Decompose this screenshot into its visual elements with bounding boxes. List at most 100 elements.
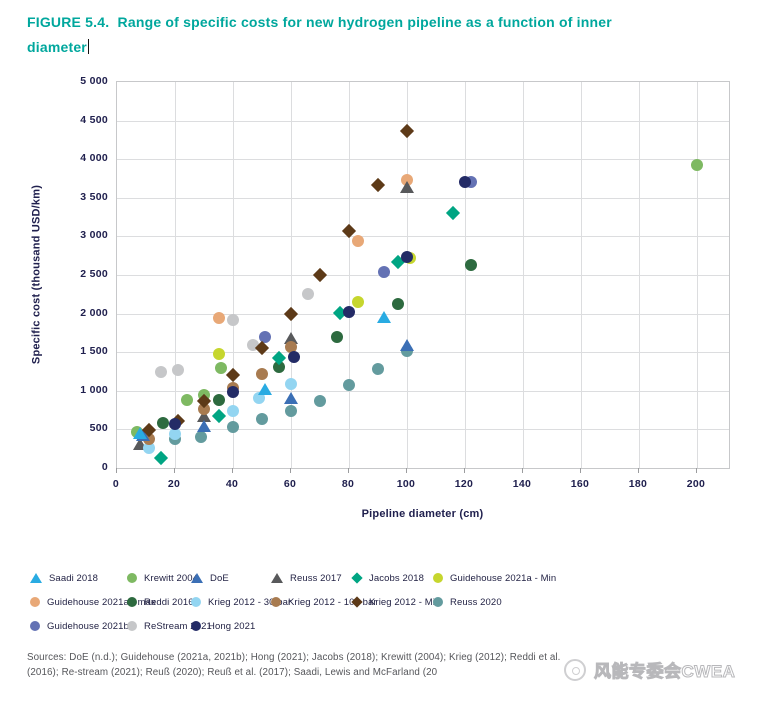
point-reddi-2016: [464, 258, 477, 271]
x-tick-mark: [580, 468, 581, 473]
point-saadi-2018: [376, 311, 391, 324]
legend-item-reuss-2020: Reuss 2020: [433, 595, 502, 609]
legend-label: Krieg 2012 - Mid: [369, 596, 441, 608]
point-hong-2021: [169, 417, 181, 430]
point-krieg-2012-mid: [225, 368, 241, 383]
point-saadi-2018: [257, 383, 272, 396]
x-tick-label: 60: [283, 478, 297, 490]
legend-item-reuss-2017: Reuss 2017: [271, 571, 342, 585]
x-tick-label: 200: [686, 478, 706, 490]
point-krieg-2012-100-bar: [198, 403, 210, 416]
x-tick-label: 180: [628, 478, 648, 490]
figure-label: FIGURE 5.4.: [27, 14, 110, 30]
legend-marker-circle: [191, 621, 201, 631]
point-reuss-2020: [195, 431, 208, 444]
point-krieg-2012-mid: [312, 267, 328, 283]
point-reddi-2016: [392, 298, 405, 311]
x-tick-label: 80: [341, 478, 355, 490]
point-krewitt-2004: [180, 394, 193, 407]
x-tick-mark: [406, 468, 407, 473]
point-hong-2021: [287, 350, 300, 363]
legend-marker-circle: [433, 573, 443, 583]
x-tick-mark: [638, 468, 639, 473]
point-saadi-2018: [133, 427, 148, 440]
point-reuss-2020: [372, 363, 384, 376]
point-reddi-2016: [331, 330, 344, 343]
legend-marker-diamond: [351, 596, 363, 608]
legend-marker-circle: [271, 597, 281, 607]
legend-marker-circle: [30, 597, 40, 607]
legend-item-guidehouse-2021b: Guidehouse 2021b: [30, 619, 129, 633]
gridline-h: [117, 429, 729, 431]
legend-marker-triangle: [191, 573, 203, 583]
legend-label: Jacobs 2018: [369, 572, 424, 584]
legend-marker-triangle: [30, 573, 42, 583]
point-reuss-2017: [400, 180, 414, 193]
legend-item-reddi-2016: Reddi 2016: [127, 595, 194, 609]
legend-item-hong-2021: Hong 2021: [191, 619, 255, 633]
legend-item-doe: DoE: [191, 571, 229, 585]
legend-label: Hong 2021: [208, 620, 256, 632]
x-tick-label: 20: [167, 478, 181, 490]
y-tick-label: 1 500: [80, 345, 108, 358]
point-krieg-2012-mid: [399, 124, 415, 139]
x-tick-mark: [116, 468, 117, 473]
legend-item-restream-2021: ReStream 2021: [127, 619, 212, 633]
legend-label: DoE: [210, 572, 229, 584]
point-hong-2021: [401, 251, 413, 264]
legend-marker-diamond: [351, 572, 363, 584]
x-tick-mark: [174, 468, 175, 473]
legend-item-jacobs-2018: Jacobs 2018: [351, 571, 424, 585]
point-krieg-2012-mid: [370, 177, 386, 192]
point-hong-2021: [227, 386, 239, 399]
legend-marker-triangle: [271, 573, 283, 583]
x-tick-label: 160: [570, 478, 590, 490]
legend-label: Krieg 2012 - 100 bar: [288, 596, 377, 608]
legend-label: Reuss 2020: [450, 596, 502, 608]
x-tick-label: 0: [112, 478, 120, 490]
legend-marker-circle: [30, 621, 40, 631]
point-guidehouse-2021b: [258, 330, 271, 343]
point-krieg-2012-30-bar: [142, 441, 155, 454]
point-reuss-2020: [285, 404, 297, 417]
figure-title[interactable]: FIGURE 5.4. Range of specific costs for …: [27, 10, 733, 60]
point-guidehouse-2021a-max: [212, 312, 225, 325]
chart-legend: Saadi 2018 Krewitt 2004 DoE Reuss 2017 Jacob…: [0, 560, 758, 642]
gridline-h: [117, 390, 729, 392]
y-tick-label: 1 000: [80, 383, 108, 396]
y-tick-label: 500: [89, 422, 108, 435]
gridline-h: [117, 159, 729, 161]
gridline-h: [117, 352, 729, 354]
sources-line2: (2016); Re-stream (2021); Reuß (2020); R…: [27, 666, 438, 678]
legend-marker-circle: [433, 597, 443, 607]
legend-item-krieg-2012-100-bar: Krieg 2012 - 100 bar: [271, 595, 377, 609]
point-restream-2021: [154, 365, 167, 378]
point-krewitt-2004: [691, 159, 703, 172]
point-doe: [284, 392, 298, 405]
point-krieg-2012-30-bar: [285, 377, 297, 390]
point-hong-2021: [343, 306, 355, 319]
point-guidehouse-2021a-min: [212, 347, 225, 360]
point-krieg-2012-30-bar: [227, 404, 239, 417]
point-reuss-2020: [314, 394, 326, 407]
sources-line1: Sources: DoE (n.d.); Guidehouse (2021a, …: [27, 652, 561, 663]
scatter-chart: Specific cost (thousand USD/km) Pipeline…: [30, 75, 730, 520]
plot-area: [116, 81, 730, 469]
y-axis-title: Specific cost (thousand USD/km): [30, 184, 43, 365]
legend-label: Reddi 2016: [144, 596, 194, 608]
point-reuss-2020: [227, 421, 239, 434]
point-krieg-2012-100-bar: [256, 367, 268, 380]
x-tick-mark: [522, 468, 523, 473]
point-guidehouse-2021a-max: [351, 235, 364, 248]
point-krieg-2012-100-bar: [285, 340, 297, 353]
legend-item-krieg-2012-30-bar: Krieg 2012 - 30 bar: [191, 595, 291, 609]
point-krieg-2012-30-bar: [169, 428, 181, 441]
legend-label: ReStream 2021: [144, 620, 212, 632]
point-krieg-2012-mid: [283, 306, 299, 321]
x-tick-label: 40: [225, 478, 239, 490]
legend-label: Saadi 2018: [49, 572, 99, 584]
x-tick-mark: [290, 468, 291, 473]
y-tick-label: 3 000: [80, 229, 108, 242]
x-tick-mark: [348, 468, 349, 473]
point-reuss-2020: [256, 413, 268, 426]
